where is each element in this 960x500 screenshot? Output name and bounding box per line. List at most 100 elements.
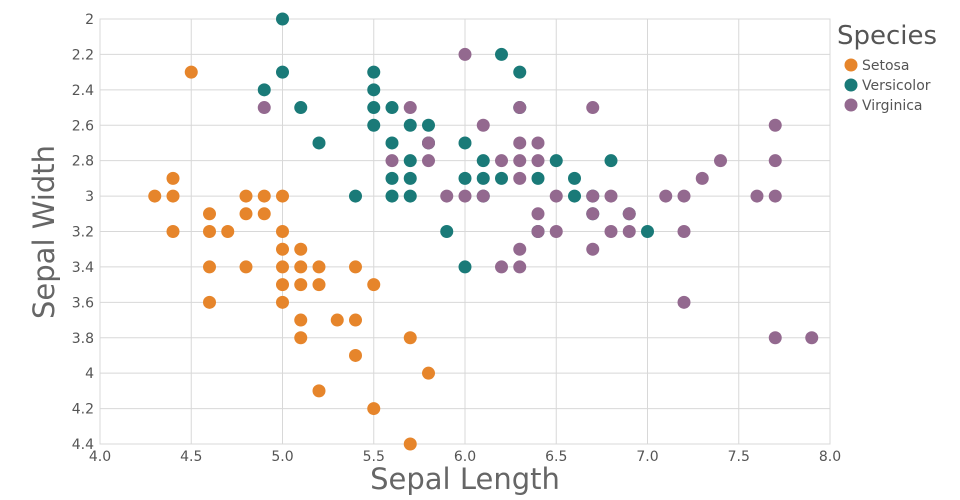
x-tick-label: 6.5 [545, 449, 567, 465]
point-setosa [184, 65, 198, 79]
point-versicolor [549, 154, 563, 168]
x-tick-label: 4.0 [89, 449, 111, 465]
point-versicolor [495, 47, 508, 61]
point-setosa [276, 189, 289, 203]
legend-items: Setosa Versicolor Virginica [844, 58, 931, 114]
point-virginica [531, 136, 545, 150]
point-versicolor [403, 171, 417, 185]
point-versicolor [458, 260, 472, 274]
point-setosa [294, 331, 308, 345]
plot-area [99, 18, 831, 445]
point-virginica [695, 171, 709, 185]
point-setosa [276, 242, 289, 256]
point-versicolor [641, 225, 654, 238]
point-versicolor [367, 65, 381, 79]
point-virginica [549, 189, 563, 203]
point-virginica [458, 47, 472, 61]
point-versicolor [604, 154, 618, 168]
point-setosa [312, 384, 326, 398]
point-virginica [531, 207, 545, 221]
legend-swatch-versicolor [844, 78, 858, 92]
point-setosa [294, 313, 308, 327]
legend: Species Setosa Versicolor Virginica [837, 21, 937, 114]
point-versicolor [513, 65, 527, 79]
point-virginica [513, 171, 527, 185]
point-virginica [549, 225, 563, 238]
point-virginica [677, 295, 691, 309]
point-virginica [768, 189, 782, 203]
point-setosa [203, 260, 216, 274]
point-versicolor [422, 118, 435, 132]
y-tick-label: 3.8 [72, 331, 94, 347]
x-tick-label: 8.0 [819, 449, 841, 465]
point-setosa [294, 278, 308, 292]
point-virginica [495, 154, 508, 168]
point-virginica [531, 154, 545, 168]
point-virginica [768, 118, 782, 132]
point-virginica [476, 118, 490, 132]
point-setosa [257, 207, 271, 221]
point-virginica [531, 225, 545, 238]
point-setosa [330, 313, 344, 327]
point-virginica [622, 225, 636, 238]
point-versicolor [531, 171, 545, 185]
point-virginica [768, 331, 782, 345]
point-virginica [586, 189, 600, 203]
point-virginica [513, 101, 527, 115]
point-setosa [276, 225, 289, 238]
point-virginica [659, 189, 673, 203]
point-virginica [495, 260, 508, 274]
point-virginica [768, 154, 782, 168]
point-virginica [604, 189, 618, 203]
point-virginica [422, 136, 435, 150]
point-setosa [349, 313, 362, 327]
point-setosa [276, 278, 289, 292]
point-virginica [513, 260, 527, 274]
point-setosa [294, 260, 308, 274]
point-versicolor [476, 171, 490, 185]
point-versicolor [403, 154, 417, 168]
point-virginica [385, 154, 399, 168]
point-virginica [677, 225, 691, 238]
x-tick-label: 5.5 [363, 449, 385, 465]
point-setosa [367, 402, 381, 416]
point-virginica [586, 101, 600, 115]
point-setosa [257, 189, 271, 203]
y-tick-label: 4.4 [72, 437, 94, 453]
point-versicolor [403, 118, 417, 132]
point-setosa [239, 189, 253, 203]
point-setosa [367, 278, 381, 292]
point-versicolor [385, 189, 399, 203]
point-versicolor [385, 101, 399, 115]
point-setosa [403, 437, 417, 451]
point-virginica [513, 154, 527, 168]
y-tick-label: 3.2 [72, 225, 94, 241]
point-virginica [476, 189, 490, 203]
legend-label-virginica: Virginica [862, 98, 922, 114]
y-tick-label: 3.6 [72, 295, 94, 311]
point-setosa [166, 171, 180, 185]
point-virginica [586, 242, 600, 256]
point-versicolor [476, 154, 490, 168]
y-tick-label: 2 [85, 12, 94, 28]
point-setosa [312, 260, 326, 274]
point-virginica [805, 331, 819, 345]
point-versicolor [458, 171, 472, 185]
x-axis-title: Sepal Length [370, 462, 560, 496]
point-virginica [622, 207, 636, 221]
y-tick-label: 3.4 [72, 260, 94, 276]
point-setosa [221, 225, 235, 238]
y-tick-label: 4.2 [72, 402, 94, 418]
point-versicolor [276, 65, 289, 79]
point-virginica [677, 189, 691, 203]
y-axis-ticks: 2 2.2 2.4 2.6 2.8 3 3.2 3.4 3.6 3.8 4 4.2 4.4 [72, 12, 94, 453]
y-tick-label: 2.4 [72, 83, 94, 99]
point-virginica [750, 189, 764, 203]
point-versicolor [403, 189, 417, 203]
point-setosa [403, 331, 417, 345]
point-setosa [294, 242, 308, 256]
point-setosa [312, 278, 326, 292]
y-tick-label: 2.8 [72, 154, 94, 170]
point-setosa [203, 207, 216, 221]
